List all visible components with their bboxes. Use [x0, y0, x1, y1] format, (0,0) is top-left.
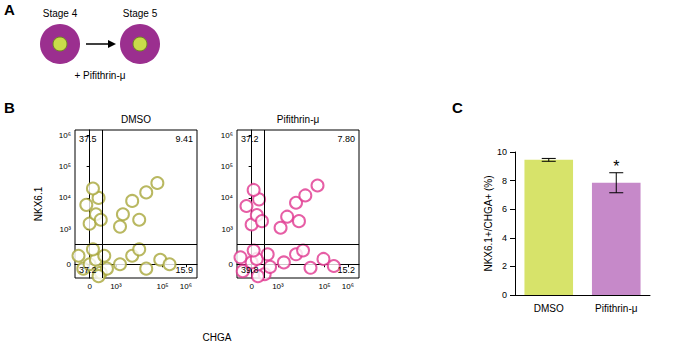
svg-text:37.2: 37.2 [79, 265, 97, 275]
svg-text:B: B [4, 99, 15, 116]
svg-text:10⁵: 10⁵ [318, 282, 330, 291]
svg-text:7.80: 7.80 [337, 134, 355, 144]
svg-text:8: 8 [502, 176, 507, 186]
svg-text:0: 0 [502, 290, 507, 300]
svg-text:Stage 4: Stage 4 [43, 8, 78, 19]
svg-text:10³: 10³ [272, 282, 284, 291]
svg-text:10⁶: 10⁶ [221, 131, 233, 140]
svg-text:10³: 10³ [110, 282, 122, 291]
svg-text:Pifithrin-μ: Pifithrin-μ [277, 114, 320, 125]
svg-text:10⁵: 10⁵ [59, 162, 71, 171]
svg-text:C: C [452, 99, 463, 116]
svg-text:10⁵: 10⁵ [156, 282, 168, 291]
svg-text:NKX6.1+/CHGA+ (%): NKX6.1+/CHGA+ (%) [483, 175, 494, 271]
svg-text:4: 4 [502, 233, 507, 243]
svg-text:10⁴: 10⁴ [59, 193, 72, 202]
svg-text:10⁶: 10⁶ [180, 282, 192, 291]
svg-text:15.9: 15.9 [175, 265, 193, 275]
svg-text:0: 0 [87, 282, 92, 291]
svg-text:NKX6.1: NKX6.1 [33, 186, 44, 221]
svg-text:Pifithrin-μ: Pifithrin-μ [595, 303, 638, 314]
svg-text:9.41: 9.41 [175, 134, 193, 144]
svg-text:*: * [613, 158, 619, 175]
svg-text:Stage 5: Stage 5 [123, 8, 158, 19]
svg-text:15.2: 15.2 [337, 265, 355, 275]
svg-text:0: 0 [67, 260, 72, 269]
svg-text:10⁶: 10⁶ [342, 282, 354, 291]
svg-text:10³: 10³ [59, 225, 71, 234]
svg-text:10⁶: 10⁶ [59, 131, 71, 140]
svg-text:DMSO: DMSO [121, 114, 151, 125]
svg-text:2: 2 [502, 261, 507, 271]
svg-text:A: A [4, 1, 15, 18]
svg-text:39.8: 39.8 [241, 265, 259, 275]
svg-text:DMSO: DMSO [534, 303, 564, 314]
svg-text:10: 10 [497, 147, 507, 157]
svg-text:10³: 10³ [221, 225, 233, 234]
svg-text:37.2: 37.2 [241, 134, 259, 144]
svg-text:6: 6 [502, 204, 507, 214]
svg-text:CHGA: CHGA [203, 332, 232, 343]
svg-text:10⁵: 10⁵ [221, 162, 233, 171]
svg-text:0: 0 [229, 260, 234, 269]
svg-text:+ Pifithrin-μ: + Pifithrin-μ [74, 70, 125, 81]
svg-text:0: 0 [249, 282, 254, 291]
svg-text:10⁴: 10⁴ [221, 193, 234, 202]
svg-text:37.5: 37.5 [79, 134, 97, 144]
